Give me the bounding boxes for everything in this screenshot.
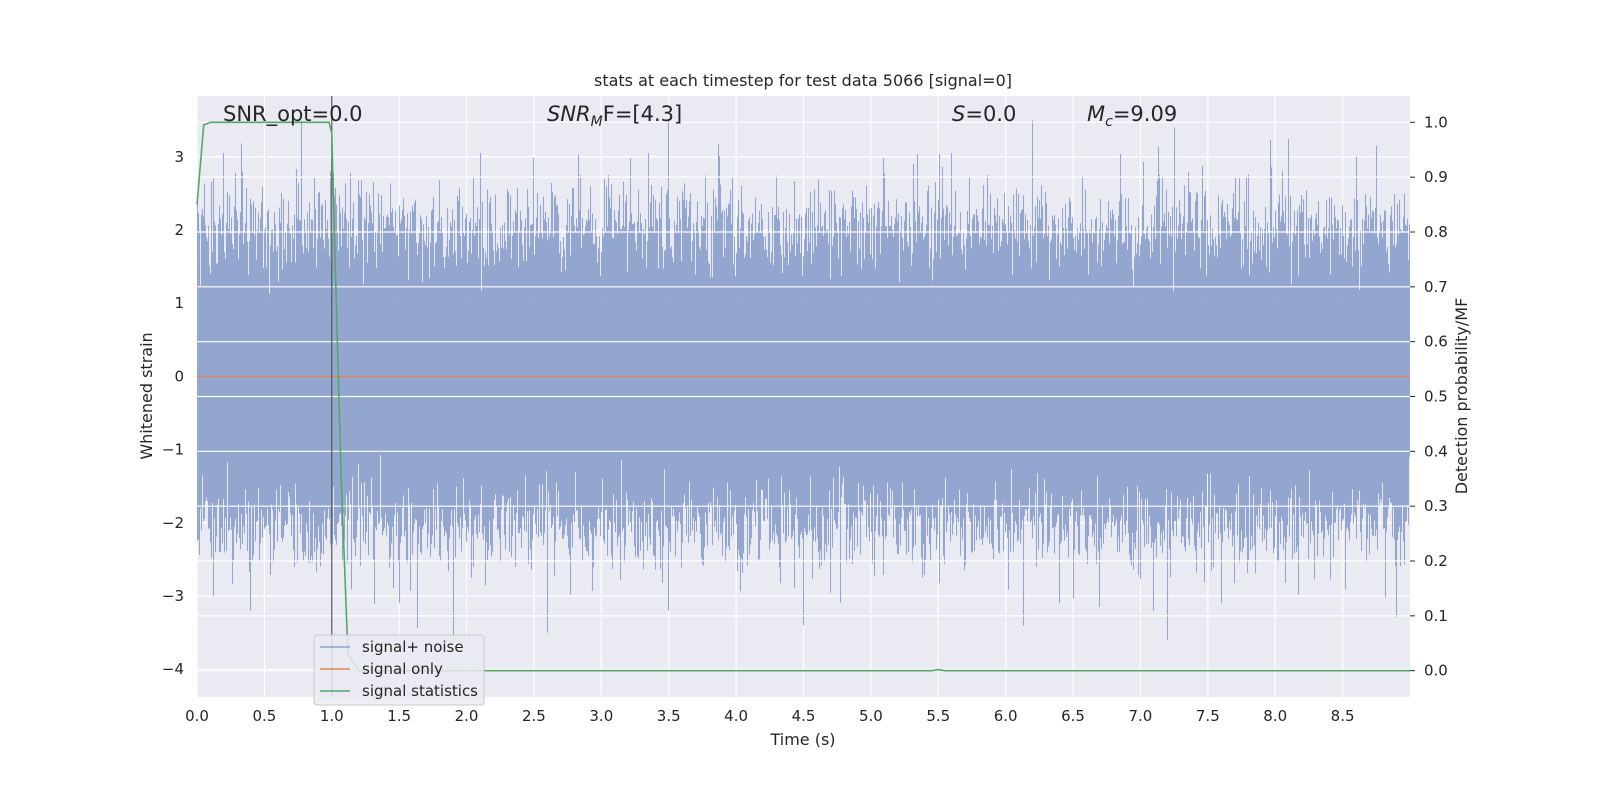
x-tick-label: 5.0 xyxy=(859,707,883,725)
x-tick-label: 0.0 xyxy=(185,707,209,725)
y-tick-label: −1 xyxy=(162,441,184,459)
x-tick-label: 6.5 xyxy=(1061,707,1085,725)
y-axis-ticks: −4 −3 −2 −1 0 1 2 3 xyxy=(162,148,184,678)
y2-tick-label: 0.0 xyxy=(1424,662,1448,680)
x-tick-label: 5.5 xyxy=(926,707,950,725)
y2-tick-label: 0.4 xyxy=(1424,442,1448,460)
x-tick-label: 3.5 xyxy=(657,707,681,725)
y2-tick-label: 0.8 xyxy=(1424,223,1448,241)
y2-axis-label: Detection probability/MF xyxy=(1452,298,1471,495)
y2-tick-label: 0.6 xyxy=(1424,333,1448,351)
legend-box xyxy=(313,634,485,706)
y-tick-label: −3 xyxy=(162,587,184,605)
y2-tick-label: 0.3 xyxy=(1424,497,1448,515)
annotation-snr-mf: SNRMF=[4.3] xyxy=(547,102,682,130)
x-tick-label: 3.0 xyxy=(589,707,613,725)
x-tick-label: 8.5 xyxy=(1331,707,1355,725)
y2-tick-label: 0.5 xyxy=(1424,388,1448,406)
y2-axis-ticks: 0.0 0.1 0.2 0.3 0.4 0.5 0.6 0.7 0.8 0.9 1.0 xyxy=(1410,113,1448,680)
annotation-snr-mf-sub: M xyxy=(591,114,603,130)
y-tick-label: −4 xyxy=(162,660,184,678)
x-axis-ticks: 0.0 0.5 1.0 1.5 2.0 2.5 3.0 3.5 4.0 4.5 5.0 5.5 6.0 6… xyxy=(185,707,1354,725)
y2-tick-label: 0.9 xyxy=(1424,168,1448,186)
annotation-s-value: =0.0 xyxy=(965,102,1016,126)
annotation-mc-sub: c xyxy=(1105,114,1113,130)
x-tick-label: 2.5 xyxy=(522,707,546,725)
legend-label-signal-only: signal only xyxy=(362,660,443,678)
y-tick-label: 2 xyxy=(174,221,184,239)
series-signal-statistics-line xyxy=(196,121,1410,672)
annotation-s: S=0.0 xyxy=(952,102,1016,126)
x-tick-label: 7.5 xyxy=(1196,707,1220,725)
x-tick-label: 1.5 xyxy=(387,707,411,725)
x-tick-label: 7.0 xyxy=(1129,707,1153,725)
annotation-s-label: S xyxy=(952,102,965,126)
x-axis-label: Time (s) xyxy=(769,730,835,749)
legend: signal+ noise signal only signal statist… xyxy=(313,634,485,706)
annotation-snr-opt: SNR_opt=0.0 xyxy=(223,102,363,127)
x-tick-label: 8.0 xyxy=(1263,707,1287,725)
legend-label-signal-statistics: signal statistics xyxy=(362,682,478,700)
annotation-mc-value: =9.09 xyxy=(1113,102,1177,126)
y-tick-label: 1 xyxy=(174,294,184,312)
y-tick-label: 0 xyxy=(174,367,184,385)
y2-tick-label: 1.0 xyxy=(1424,113,1448,131)
x-tick-label: 6.0 xyxy=(994,707,1018,725)
x-tick-label: 0.5 xyxy=(252,707,276,725)
y-axis-label: Whitened strain xyxy=(137,332,156,459)
chart-title: stats at each timestep for test data 506… xyxy=(594,71,1012,90)
annotation-mc: Mc=9.09 xyxy=(1087,102,1177,130)
y-tick-label: −2 xyxy=(162,514,184,532)
x-tick-label: 4.0 xyxy=(724,707,748,725)
y2-tick-label: 0.7 xyxy=(1424,278,1448,296)
annotation-snr-mf-base: SNR xyxy=(547,102,591,126)
x-tick-label: 1.0 xyxy=(320,707,344,725)
y2-tick-label: 0.2 xyxy=(1424,552,1448,570)
annotation-mc-base: M xyxy=(1087,102,1105,126)
series-group xyxy=(196,96,1410,697)
x-tick-label: 4.5 xyxy=(792,707,816,725)
y-tick-label: 3 xyxy=(174,148,184,166)
annotation-snr-mf-rest: F=[4.3] xyxy=(603,102,682,126)
x-tick-label: 2.0 xyxy=(455,707,479,725)
legend-label-signal-plus-noise: signal+ noise xyxy=(362,638,464,656)
y2-tick-label: 0.1 xyxy=(1424,607,1448,625)
